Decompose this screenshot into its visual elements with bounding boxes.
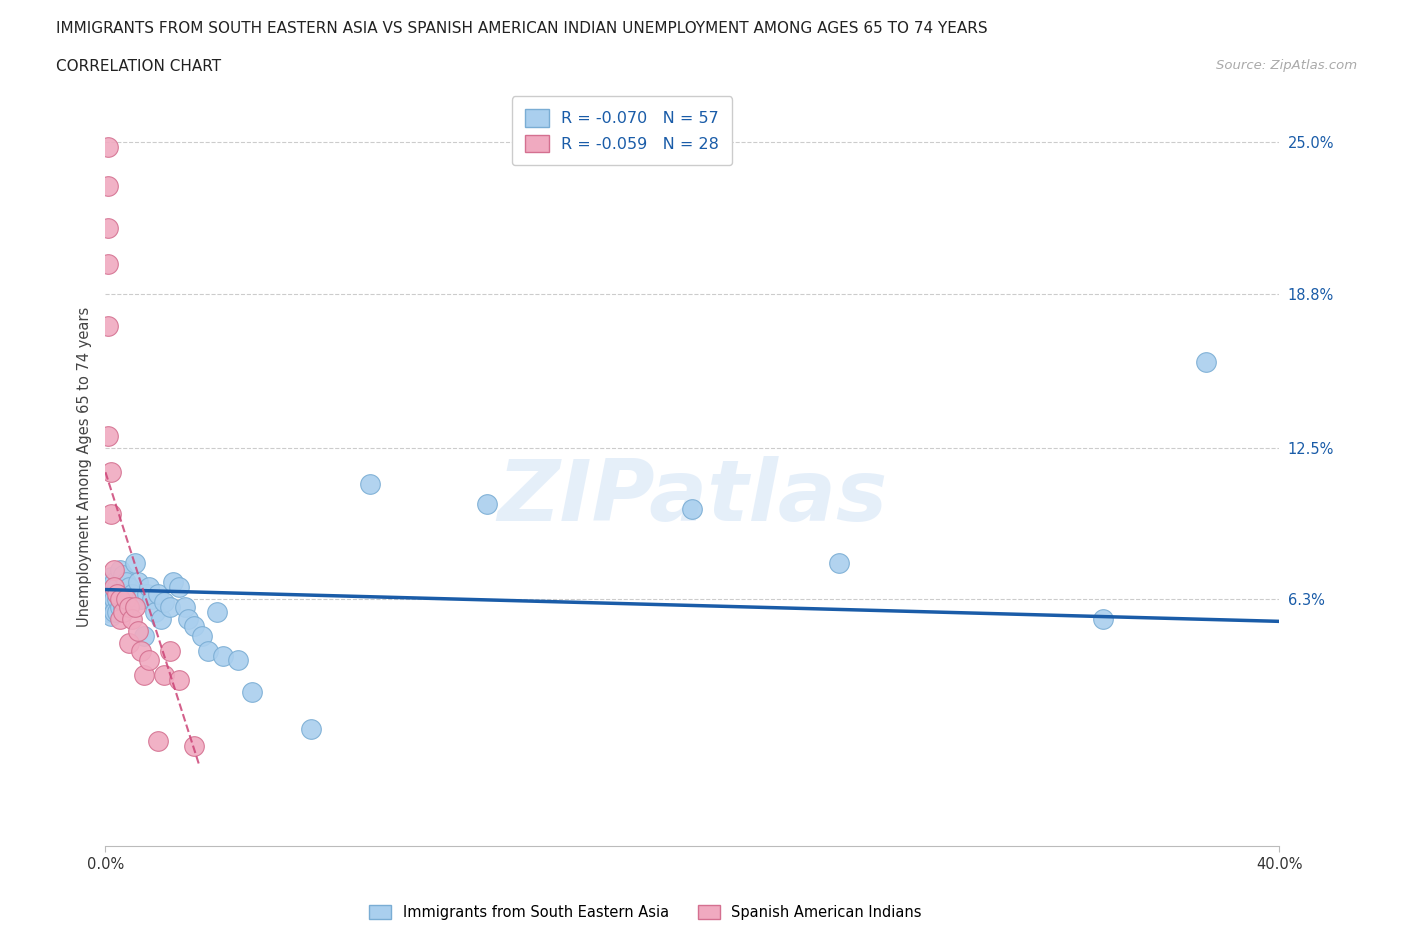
- Point: [97, 579, 120, 594]
- Text: IMMIGRANTS FROM SOUTH EASTERN ASIA VS SPANISH AMERICAN INDIAN UNEMPLOYMENT AMONG: IMMIGRANTS FROM SOUTH EASTERN ASIA VS SP…: [56, 21, 988, 36]
- Point: [475, 497, 498, 512]
- Point: [97, 318, 120, 333]
- Point: [143, 604, 166, 619]
- Point: [97, 257, 120, 272]
- Point: [167, 579, 190, 594]
- Text: ZIPatlas: ZIPatlas: [498, 456, 887, 539]
- Point: [112, 567, 135, 582]
- Point: [226, 653, 249, 668]
- Point: [97, 591, 120, 606]
- Point: [176, 612, 198, 627]
- Point: [103, 591, 125, 606]
- Point: [211, 648, 233, 663]
- Point: [108, 612, 131, 627]
- Point: [100, 570, 122, 585]
- Point: [112, 604, 135, 619]
- Point: [359, 477, 381, 492]
- Point: [141, 591, 163, 606]
- Point: [148, 587, 170, 602]
- Point: [100, 465, 122, 480]
- Y-axis label: Unemployment Among Ages 65 to 74 years: Unemployment Among Ages 65 to 74 years: [76, 307, 91, 628]
- Point: [103, 575, 125, 590]
- Point: [103, 579, 125, 594]
- Point: [97, 428, 120, 443]
- Point: [240, 684, 263, 699]
- Point: [159, 599, 181, 614]
- Point: [115, 591, 138, 606]
- Point: [97, 140, 120, 154]
- Point: [1195, 354, 1218, 369]
- Point: [108, 587, 131, 602]
- Point: [183, 738, 205, 753]
- Point: [97, 220, 120, 235]
- Point: [112, 587, 135, 602]
- Point: [138, 579, 160, 594]
- Point: [105, 591, 128, 606]
- Point: [132, 629, 155, 644]
- Point: [138, 653, 160, 668]
- Point: [108, 599, 131, 614]
- Point: [124, 599, 146, 614]
- Point: [127, 624, 149, 639]
- Point: [108, 591, 131, 606]
- Point: [148, 734, 170, 749]
- Point: [118, 599, 141, 614]
- Text: Source: ZipAtlas.com: Source: ZipAtlas.com: [1216, 59, 1357, 72]
- Point: [197, 644, 219, 658]
- Legend: Immigrants from South Eastern Asia, Spanish American Indians: Immigrants from South Eastern Asia, Span…: [363, 899, 928, 926]
- Point: [191, 629, 214, 644]
- Point: [159, 644, 181, 658]
- Point: [105, 604, 128, 619]
- Point: [112, 599, 135, 614]
- Point: [100, 599, 122, 614]
- Point: [100, 609, 122, 624]
- Point: [105, 579, 128, 594]
- Point: [121, 587, 143, 602]
- Point: [118, 636, 141, 651]
- Point: [129, 644, 152, 658]
- Point: [103, 604, 125, 619]
- Point: [1092, 612, 1115, 627]
- Point: [132, 668, 155, 683]
- Text: CORRELATION CHART: CORRELATION CHART: [56, 59, 221, 73]
- Point: [115, 587, 138, 602]
- Point: [135, 587, 157, 602]
- Point: [153, 594, 176, 609]
- Point: [150, 612, 173, 627]
- Point: [124, 591, 146, 606]
- Point: [183, 618, 205, 633]
- Point: [97, 179, 120, 193]
- Point: [121, 612, 143, 627]
- Point: [118, 599, 141, 614]
- Point: [167, 672, 190, 687]
- Point: [124, 555, 146, 570]
- Point: [828, 555, 851, 570]
- Point: [115, 599, 138, 614]
- Point: [205, 604, 228, 619]
- Point: [115, 575, 138, 590]
- Point: [108, 563, 131, 578]
- Point: [97, 604, 120, 619]
- Point: [129, 591, 152, 606]
- Point: [103, 587, 125, 602]
- Point: [127, 575, 149, 590]
- Point: [162, 575, 184, 590]
- Point: [682, 501, 704, 516]
- Point: [173, 599, 195, 614]
- Point: [118, 579, 141, 594]
- Point: [299, 722, 322, 737]
- Point: [100, 591, 122, 606]
- Point: [100, 506, 122, 521]
- Point: [103, 563, 125, 578]
- Point: [153, 668, 176, 683]
- Point: [105, 587, 128, 602]
